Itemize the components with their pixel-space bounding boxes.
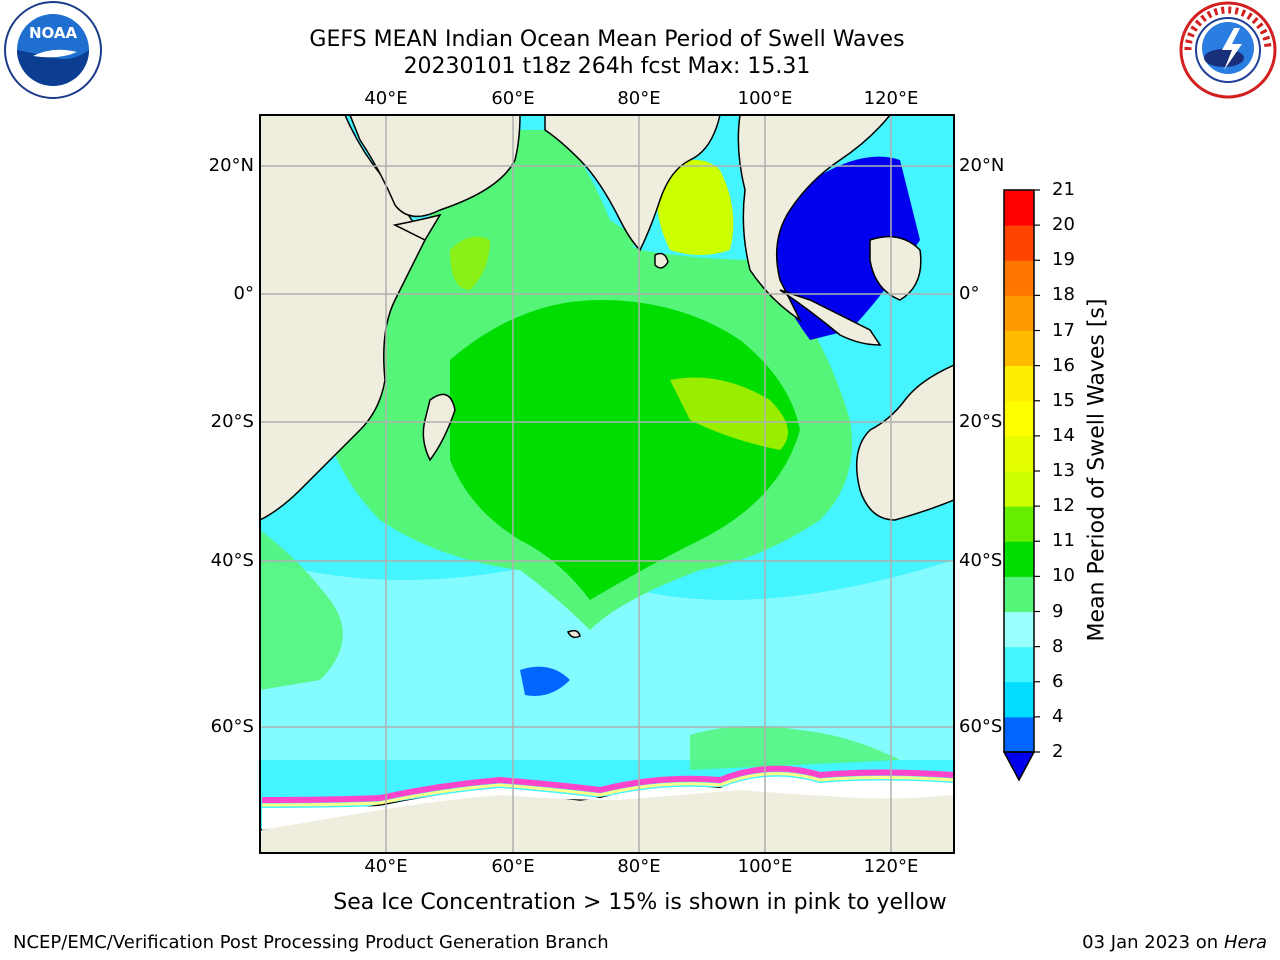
colorbar-bin	[1004, 611, 1034, 648]
colorbar-bin	[1004, 646, 1034, 683]
lon-tick-bottom: 40°E	[364, 856, 408, 877]
land-madagascar	[422, 393, 456, 462]
lon-tick-bottom: 100°E	[737, 856, 793, 877]
lat-tick-left: 40°S	[210, 550, 254, 571]
noaa-logo: NOAA	[4, 1, 102, 99]
lat-tick-left: 0°	[233, 283, 254, 304]
graticule	[260, 115, 954, 853]
land-sumatra	[779, 289, 882, 346]
colorbar-bin	[1004, 190, 1034, 226]
colorbar-bin	[1004, 400, 1034, 437]
colorbar-bin	[1004, 295, 1034, 331]
colorbar-tick-label: 2	[1052, 741, 1064, 762]
colorbar-bin	[1004, 576, 1034, 612]
colorbar-tick-label: 6	[1052, 670, 1064, 692]
field-light-cyan-band	[260, 560, 954, 760]
colorbar-tick-label: 18	[1052, 284, 1075, 306]
lon-tick-top: 40°E	[364, 88, 408, 109]
lon-tick-top: 80°E	[617, 88, 661, 109]
lat-tick-left: 20°N	[208, 155, 254, 176]
colorbar-bin	[1004, 225, 1034, 261]
colorbar-tick-label: 11	[1052, 530, 1075, 552]
land-australia	[855, 364, 954, 521]
colorbar-bin	[1004, 471, 1034, 507]
land-borneo	[869, 235, 922, 301]
sea-ice-white	[262, 776, 954, 830]
noaa-logo-text: NOAA	[29, 24, 78, 42]
colorbar-bin	[1004, 330, 1034, 367]
footer-host: Hera	[1223, 932, 1267, 953]
lat-tick-right: 20°S	[959, 411, 1003, 432]
colorbar-bin	[1004, 716, 1034, 753]
colorbar-tick-label: 21	[1052, 179, 1075, 200]
lon-tick-top: 60°E	[491, 88, 535, 109]
nws-logo	[1179, 1, 1277, 99]
colorbar-bin	[1004, 506, 1034, 542]
lon-tick-top: 100°E	[737, 88, 793, 109]
colorbar-bin	[1004, 365, 1034, 402]
colorbar-tick-label: 14	[1052, 424, 1075, 446]
chart-subtitle: 20230101 t18z 264h fcst Max: 15.31	[403, 54, 811, 79]
colorbar-tick-label: 13	[1052, 460, 1075, 481]
lon-tick-bottom: 60°E	[491, 856, 535, 877]
sea-ice-yellow-fringe	[261, 772, 954, 807]
colorbar-tick-label: 19	[1052, 249, 1075, 271]
lat-tick-left: 60°S	[210, 716, 254, 737]
colorbar-title: Mean Period of Swell Waves [s]	[1084, 298, 1110, 642]
chart-title: GEFS MEAN Indian Ocean Mean Period of Sw…	[309, 27, 905, 52]
lat-tick-right: 40°S	[959, 550, 1003, 571]
field-bright-green-core	[450, 300, 800, 600]
map-frame	[259, 114, 955, 854]
footer-date-text: 03 Jan 2023 on	[1082, 932, 1224, 953]
colorbar-tick-label: 10	[1052, 565, 1075, 587]
land-srilanka	[654, 252, 669, 269]
field-yellow-green-west	[450, 236, 490, 290]
sea-ice-pink-fringe	[261, 765, 954, 803]
lon-tick-top: 120°E	[863, 88, 919, 109]
colorbar-bin	[1004, 541, 1034, 577]
colorbar-tick-label: 16	[1052, 354, 1075, 376]
colorbar-tick-label: 8	[1052, 635, 1064, 657]
colorbar-tick-label: 12	[1052, 495, 1075, 517]
field-yellow-green-eq	[670, 377, 788, 450]
colorbar-under-arrow	[1002, 751, 1036, 782]
field-green-south	[690, 726, 900, 770]
lat-tick-right: 20°N	[959, 155, 1005, 176]
colorbar-tick-label: 9	[1052, 600, 1064, 622]
colorbar-tick-label: 4	[1052, 705, 1064, 727]
footer-branch: NCEP/EMC/Verification Post Processing Pr…	[13, 932, 609, 953]
land-india	[544, 115, 721, 252]
colorbar-bin	[1004, 435, 1034, 472]
lat-tick-left: 20°S	[210, 411, 254, 432]
sea-ice-note: Sea Ice Concentration > 15% is shown in …	[333, 890, 947, 915]
footer-date: 03 Jan 2023 on Hera	[1082, 932, 1267, 953]
field-blue-southern-patch	[520, 666, 570, 696]
lat-tick-right: 60°S	[959, 716, 1003, 737]
lat-tick-right: 0°	[959, 283, 980, 304]
lon-tick-bottom: 80°E	[617, 856, 661, 877]
colorbar-bin	[1004, 681, 1034, 718]
colorbar-tick-label: 15	[1052, 389, 1075, 411]
field-green-sw	[260, 530, 343, 690]
colorbar-tick-label: 20	[1052, 214, 1075, 236]
land-kerguelen	[566, 629, 581, 639]
lon-tick-bottom: 120°E	[863, 856, 919, 877]
colorbar-tick-label: 17	[1052, 319, 1075, 341]
land-horn	[392, 213, 442, 241]
field-yellow-green-bay	[656, 160, 734, 255]
colorbar-bin	[1004, 260, 1034, 296]
